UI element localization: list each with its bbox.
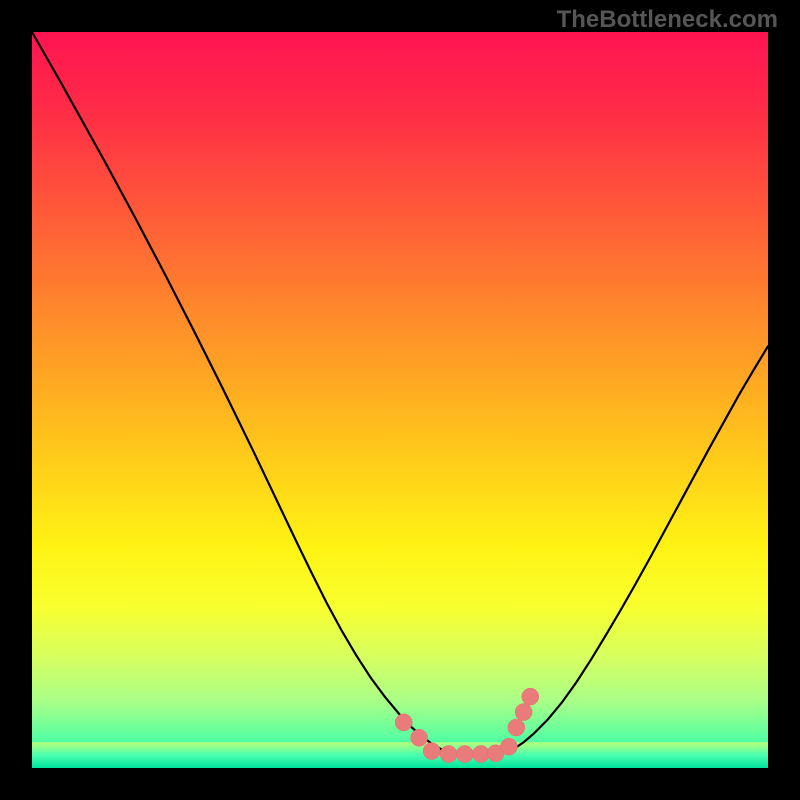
marker-point	[411, 729, 428, 746]
green-band	[32, 742, 768, 768]
marker-point	[456, 746, 473, 763]
watermark-text: TheBottleneck.com	[557, 6, 778, 34]
marker-point	[515, 704, 532, 721]
chart-svg	[0, 0, 800, 800]
gradient-background	[32, 32, 768, 768]
marker-point	[500, 738, 517, 755]
marker-point	[395, 714, 412, 731]
stage: TheBottleneck.com	[0, 0, 800, 800]
marker-point	[440, 746, 457, 763]
marker-point	[423, 743, 440, 760]
marker-point	[522, 688, 539, 705]
marker-point	[508, 719, 525, 736]
marker-point	[472, 746, 489, 763]
